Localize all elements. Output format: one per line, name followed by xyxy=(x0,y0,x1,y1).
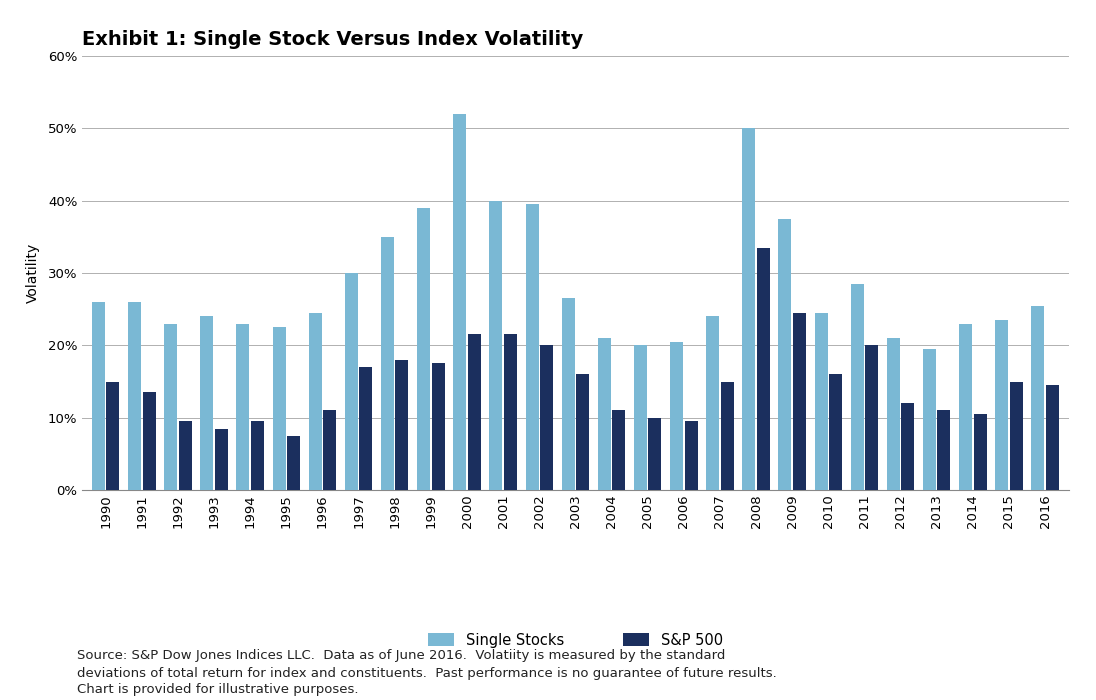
Bar xyxy=(142,392,156,490)
Bar xyxy=(923,349,936,490)
Bar xyxy=(792,313,806,490)
Bar xyxy=(814,313,827,490)
Text: Source: S&P Dow Jones Indices LLC.  Data as of June 2016.  Volatiity is measured: Source: S&P Dow Jones Indices LLC. Data … xyxy=(77,650,776,696)
Bar xyxy=(201,316,214,490)
Bar xyxy=(418,208,430,490)
Bar xyxy=(721,382,733,490)
Bar xyxy=(251,421,264,490)
Bar xyxy=(742,128,755,490)
Bar xyxy=(92,302,105,490)
Bar xyxy=(164,323,178,490)
Bar xyxy=(973,414,986,490)
Bar xyxy=(1009,382,1023,490)
Bar xyxy=(561,298,574,490)
Bar xyxy=(432,363,445,490)
Bar xyxy=(323,410,336,490)
Bar xyxy=(490,201,502,490)
Bar xyxy=(901,403,914,490)
Bar xyxy=(359,367,373,490)
Bar xyxy=(597,338,610,490)
Bar xyxy=(778,218,791,490)
Bar xyxy=(106,382,119,490)
Bar xyxy=(613,410,625,490)
Bar xyxy=(850,284,864,490)
Bar xyxy=(468,335,481,490)
Bar xyxy=(273,328,286,490)
Bar xyxy=(959,323,972,490)
Bar xyxy=(995,320,1008,490)
Bar xyxy=(179,421,192,490)
Bar xyxy=(685,421,697,490)
Bar xyxy=(649,418,661,490)
Legend: Single Stocks, S&P 500: Single Stocks, S&P 500 xyxy=(429,633,722,648)
Bar xyxy=(633,345,647,490)
Text: Exhibit 1: Single Stock Versus Index Volatility: Exhibit 1: Single Stock Versus Index Vol… xyxy=(82,30,583,49)
Bar xyxy=(576,374,590,490)
Bar xyxy=(396,360,409,490)
Bar xyxy=(1046,385,1059,490)
Bar xyxy=(887,338,900,490)
Bar xyxy=(345,273,358,490)
Bar xyxy=(287,435,300,490)
Bar xyxy=(937,410,950,490)
Bar xyxy=(540,345,553,490)
Bar xyxy=(454,114,466,490)
Bar xyxy=(128,302,141,490)
Y-axis label: Volatility: Volatility xyxy=(25,243,39,303)
Bar xyxy=(381,237,395,490)
Bar xyxy=(237,323,250,490)
Bar xyxy=(504,335,517,490)
Bar xyxy=(706,316,719,490)
Bar xyxy=(526,204,538,490)
Bar xyxy=(670,342,683,490)
Bar xyxy=(309,313,322,490)
Bar xyxy=(1031,305,1044,490)
Bar xyxy=(756,248,769,490)
Bar xyxy=(215,428,228,490)
Bar xyxy=(865,345,878,490)
Bar xyxy=(829,374,842,490)
